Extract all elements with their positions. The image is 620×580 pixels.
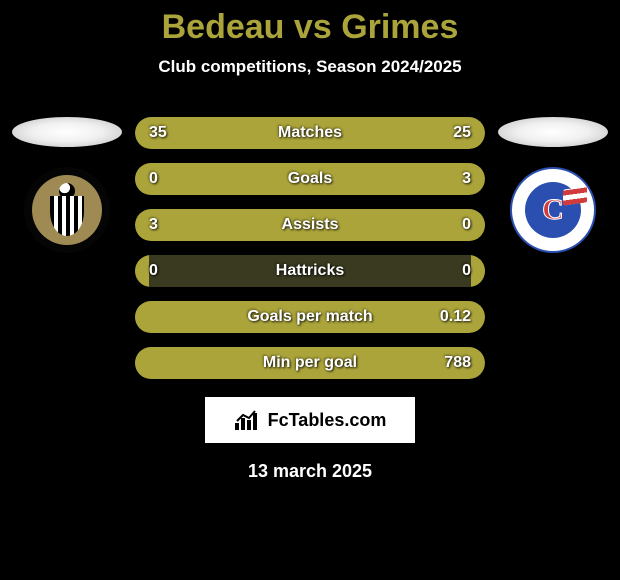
subtitle: Club competitions, Season 2024/2025 bbox=[0, 57, 620, 77]
bar-fill-left bbox=[135, 301, 149, 333]
stat-value-right: 3 bbox=[462, 170, 471, 188]
date-label: 13 march 2025 bbox=[0, 461, 620, 482]
stat-bar: 0 Goals 3 bbox=[135, 163, 485, 195]
stat-value-right: 0 bbox=[462, 216, 471, 234]
stat-label: Matches bbox=[278, 124, 342, 142]
right-team-crest: C bbox=[510, 167, 596, 253]
stat-bar: 3 Assists 0 bbox=[135, 209, 485, 241]
stat-value-right: 25 bbox=[453, 124, 471, 142]
bars-logo-icon bbox=[234, 409, 262, 431]
right-side-column: C bbox=[493, 117, 613, 253]
letter-c-icon: C bbox=[542, 193, 564, 227]
bar-fill-right bbox=[471, 209, 485, 241]
stat-bar: 35 Matches 25 bbox=[135, 117, 485, 149]
stat-value-left: 35 bbox=[149, 124, 167, 142]
bar-fill-left bbox=[135, 347, 149, 379]
stat-value-left: 0 bbox=[149, 262, 158, 280]
stat-label: Hattricks bbox=[276, 262, 344, 280]
stat-label: Min per goal bbox=[263, 354, 357, 372]
left-side-column bbox=[7, 117, 127, 253]
stat-value-left: 0 bbox=[149, 170, 158, 188]
stat-value-left: 3 bbox=[149, 216, 158, 234]
flag-icon bbox=[563, 186, 587, 205]
stat-bar: Min per goal 788 bbox=[135, 347, 485, 379]
stat-label: Assists bbox=[282, 216, 339, 234]
stat-value-right: 0.12 bbox=[440, 308, 471, 326]
brand-text: FcTables.com bbox=[268, 410, 387, 431]
stat-label: Goals bbox=[288, 170, 332, 188]
title-vs: vs bbox=[294, 8, 332, 46]
title-left: Bedeau bbox=[162, 8, 285, 46]
bar-fill-left bbox=[135, 255, 149, 287]
stat-label: Goals per match bbox=[247, 308, 372, 326]
bar-fill-right bbox=[471, 255, 485, 287]
stat-bar: 0 Hattricks 0 bbox=[135, 255, 485, 287]
left-team-crest bbox=[24, 167, 110, 253]
comparison-row: 35 Matches 25 0 Goals 3 3 Assists 0 0 Hattricks 0 Go… bbox=[0, 117, 620, 379]
stat-value-right: 0 bbox=[462, 262, 471, 280]
stat-bar: Goals per match 0.12 bbox=[135, 301, 485, 333]
right-ring-graphic bbox=[498, 117, 608, 147]
brand-badge: FcTables.com bbox=[205, 397, 415, 443]
left-ring-graphic bbox=[12, 117, 122, 147]
stat-bars: 35 Matches 25 0 Goals 3 3 Assists 0 0 Hattricks 0 Go… bbox=[135, 117, 485, 379]
shield-icon bbox=[50, 196, 84, 236]
stat-value-right: 788 bbox=[444, 354, 471, 372]
title-right: Grimes bbox=[341, 8, 458, 46]
bar-fill-left bbox=[135, 163, 149, 195]
page-title: Bedeau vs Grimes bbox=[0, 8, 620, 47]
